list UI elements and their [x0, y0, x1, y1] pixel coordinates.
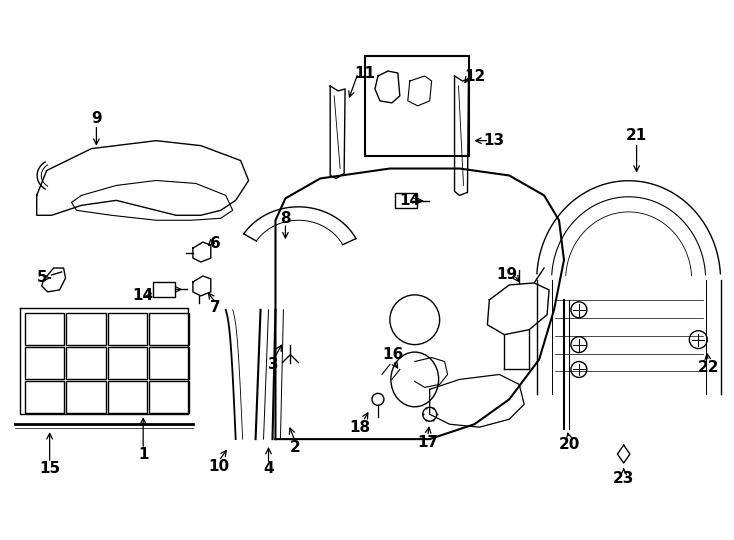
Text: 22: 22	[697, 360, 719, 375]
Bar	[25, 313, 65, 345]
Text: 18: 18	[349, 420, 371, 435]
Text: 19: 19	[497, 267, 518, 282]
Bar	[25, 381, 65, 413]
Bar	[395, 193, 417, 208]
Text: 8: 8	[280, 211, 291, 226]
Bar	[108, 381, 148, 413]
Text: 5: 5	[37, 271, 47, 286]
Text: 20: 20	[559, 437, 580, 451]
Text: 1: 1	[138, 447, 148, 462]
Text: 3: 3	[268, 357, 279, 372]
Text: 23: 23	[613, 471, 634, 487]
Text: 11: 11	[355, 65, 376, 80]
Bar	[365, 56, 470, 156]
Text: 9: 9	[91, 111, 102, 126]
Text: 7: 7	[211, 300, 221, 315]
Bar	[25, 347, 65, 379]
Text: 16: 16	[382, 347, 404, 362]
Text: 4: 4	[264, 462, 274, 476]
Text: 13: 13	[484, 133, 505, 148]
Text: 14: 14	[399, 193, 421, 208]
Bar	[66, 313, 106, 345]
Text: 12: 12	[464, 69, 485, 84]
Text: 6: 6	[211, 235, 221, 251]
Bar	[66, 347, 106, 379]
Bar	[66, 381, 106, 413]
Bar	[150, 381, 189, 413]
Bar	[150, 313, 189, 345]
Bar	[153, 282, 175, 297]
Bar	[108, 313, 148, 345]
Bar	[108, 347, 148, 379]
Text: 21: 21	[626, 128, 647, 143]
Bar	[150, 347, 189, 379]
Text: 2: 2	[290, 440, 301, 455]
Text: 17: 17	[417, 435, 438, 450]
Text: 14: 14	[133, 288, 153, 303]
Text: 10: 10	[208, 460, 229, 475]
Text: 15: 15	[39, 462, 60, 476]
